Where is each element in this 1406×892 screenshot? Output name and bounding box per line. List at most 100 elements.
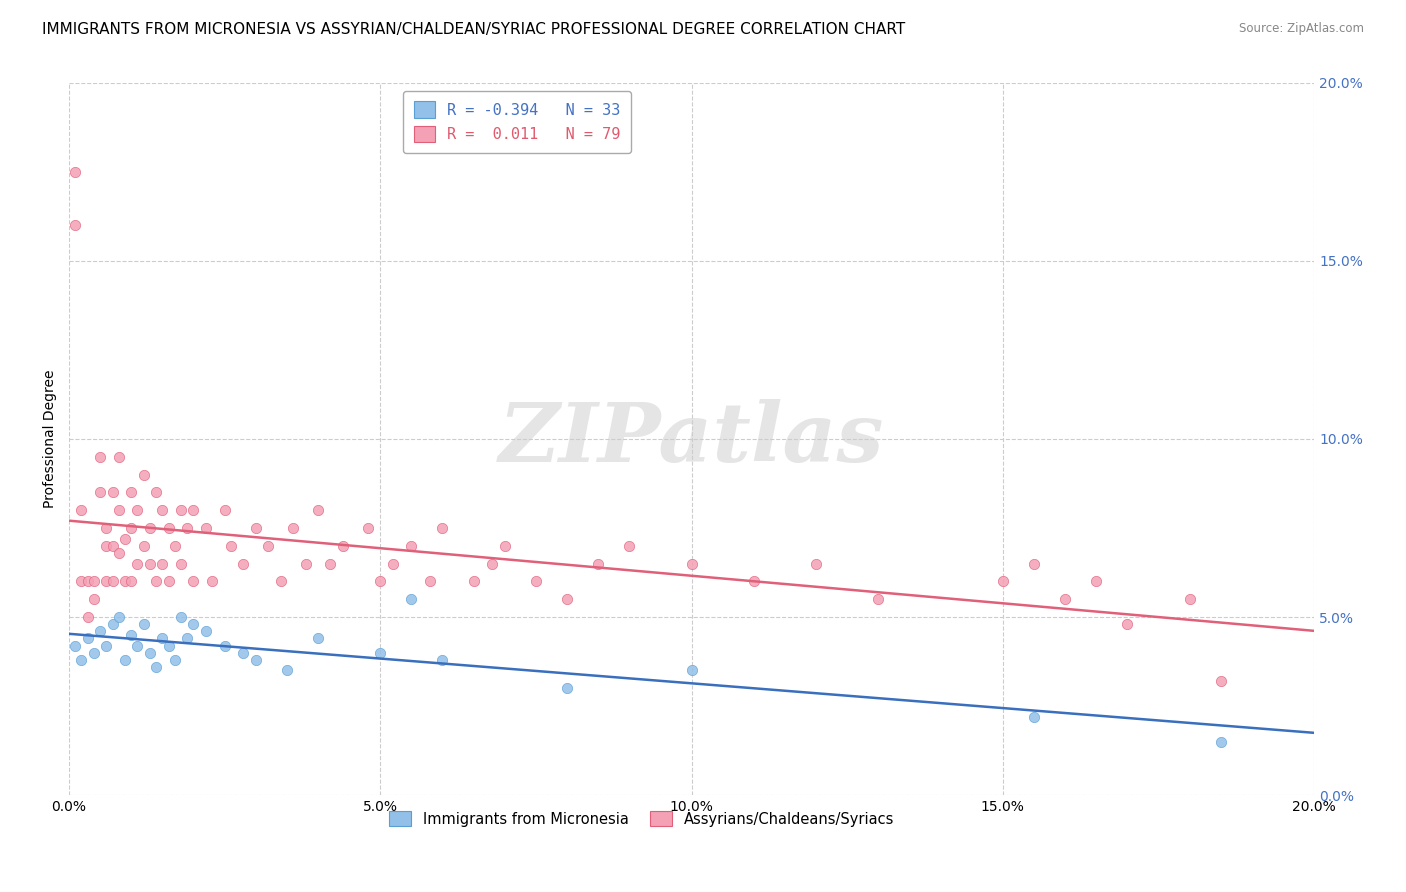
Point xyxy=(63,639,86,653)
Point xyxy=(150,557,173,571)
Point xyxy=(214,639,236,653)
Point xyxy=(276,664,298,678)
Point xyxy=(70,503,93,517)
Point xyxy=(319,557,342,571)
Point xyxy=(307,632,329,646)
Point xyxy=(83,574,105,589)
Point xyxy=(232,557,254,571)
Point xyxy=(70,653,93,667)
Y-axis label: Professional Degree: Professional Degree xyxy=(44,370,58,508)
Point xyxy=(419,574,441,589)
Point xyxy=(463,574,485,589)
Point xyxy=(804,557,827,571)
Point xyxy=(555,592,578,607)
Point xyxy=(157,521,180,535)
Point xyxy=(307,503,329,517)
Text: Source: ZipAtlas.com: Source: ZipAtlas.com xyxy=(1239,22,1364,36)
Point xyxy=(132,467,155,482)
Point xyxy=(83,592,105,607)
Point xyxy=(96,539,118,553)
Point xyxy=(76,574,98,589)
Point xyxy=(201,574,224,589)
Point xyxy=(150,632,173,646)
Point xyxy=(183,574,205,589)
Point xyxy=(145,485,167,500)
Point xyxy=(401,539,423,553)
Point xyxy=(96,521,118,535)
Point xyxy=(163,539,186,553)
Point xyxy=(157,639,180,653)
Point xyxy=(219,539,242,553)
Point xyxy=(120,628,142,642)
Point xyxy=(83,646,105,660)
Point xyxy=(332,539,354,553)
Point xyxy=(139,646,162,660)
Legend: Immigrants from Micronesia, Assyrians/Chaldeans/Syriacs: Immigrants from Micronesia, Assyrians/Ch… xyxy=(382,804,901,834)
Point xyxy=(96,639,118,653)
Point xyxy=(170,503,193,517)
Point xyxy=(70,574,93,589)
Point xyxy=(150,503,173,517)
Point xyxy=(120,485,142,500)
Point xyxy=(742,574,765,589)
Point xyxy=(127,503,149,517)
Point xyxy=(368,574,391,589)
Point xyxy=(681,557,703,571)
Point xyxy=(1116,617,1139,632)
Point xyxy=(101,539,124,553)
Point xyxy=(1054,592,1077,607)
Point xyxy=(89,485,111,500)
Point xyxy=(114,574,136,589)
Point xyxy=(524,574,547,589)
Point xyxy=(991,574,1014,589)
Point xyxy=(101,617,124,632)
Point xyxy=(120,521,142,535)
Point xyxy=(381,557,404,571)
Point xyxy=(139,557,162,571)
Point xyxy=(63,165,86,179)
Point xyxy=(1178,592,1201,607)
Point xyxy=(96,574,118,589)
Point xyxy=(176,632,198,646)
Point xyxy=(245,521,267,535)
Point xyxy=(183,503,205,517)
Point xyxy=(257,539,280,553)
Point xyxy=(163,653,186,667)
Point xyxy=(89,624,111,639)
Point xyxy=(127,557,149,571)
Point xyxy=(145,574,167,589)
Point xyxy=(89,450,111,464)
Point xyxy=(127,639,149,653)
Point xyxy=(681,664,703,678)
Point xyxy=(401,592,423,607)
Point xyxy=(481,557,503,571)
Point xyxy=(139,521,162,535)
Point xyxy=(1209,734,1232,748)
Text: IMMIGRANTS FROM MICRONESIA VS ASSYRIAN/CHALDEAN/SYRIAC PROFESSIONAL DEGREE CORRE: IMMIGRANTS FROM MICRONESIA VS ASSYRIAN/C… xyxy=(42,22,905,37)
Point xyxy=(107,503,129,517)
Point xyxy=(432,653,454,667)
Point xyxy=(1209,674,1232,689)
Point xyxy=(170,610,193,624)
Point xyxy=(214,503,236,517)
Point xyxy=(555,681,578,696)
Point xyxy=(368,646,391,660)
Point xyxy=(1022,557,1045,571)
Point xyxy=(107,610,129,624)
Point xyxy=(176,521,198,535)
Point xyxy=(586,557,609,571)
Point xyxy=(76,632,98,646)
Point xyxy=(101,574,124,589)
Point xyxy=(63,219,86,233)
Point xyxy=(132,617,155,632)
Point xyxy=(114,532,136,546)
Point xyxy=(245,653,267,667)
Point xyxy=(294,557,316,571)
Point xyxy=(232,646,254,660)
Point xyxy=(1022,709,1045,723)
Point xyxy=(868,592,890,607)
Point xyxy=(120,574,142,589)
Point xyxy=(270,574,292,589)
Point xyxy=(157,574,180,589)
Point xyxy=(432,521,454,535)
